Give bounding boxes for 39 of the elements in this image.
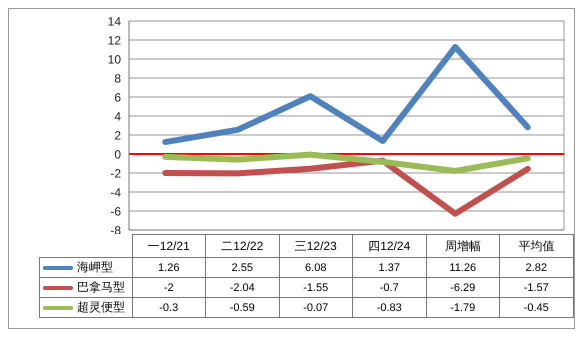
data-label: 1.26 [132,258,206,278]
data-label: -0.3 [132,298,206,318]
legend-label: 海岬型 [40,258,132,278]
y-tick-label: 0 [114,147,122,162]
data-label: -2 [132,278,206,298]
data-label: -0.7 [352,278,426,298]
data-label: 2.82 [500,258,573,278]
y-tick-label: 10 [108,52,122,66]
y-tick-label: 12 [108,33,122,48]
data-label: -0.83 [352,298,426,318]
x-tick-label: 四12/24 [352,234,426,258]
y-tick-label: 4 [114,109,122,124]
x-tick-label: 平均值 [500,234,573,258]
data-label: -6.29 [426,278,500,298]
x-tick-label: 一12/21 [132,234,206,258]
y-tick-label: 2 [114,128,122,142]
y-tick-label: -2 [110,166,122,180]
x-tick-label: 周增幅 [426,234,500,258]
data-label: 2.55 [206,258,279,278]
y-tick-label: 14 [108,14,122,28]
data-label: 1.37 [352,258,426,278]
legend-label: 巴拿马型 [40,278,132,298]
data-label: -1.57 [500,278,573,298]
data-label: -1.79 [426,298,500,318]
x-tick-label: 二12/22 [206,234,279,258]
y-tick-label: -6 [110,204,122,218]
data-label: -0.07 [279,298,352,318]
data-label: -0.59 [206,298,279,318]
x-tick-label: 三12/23 [279,234,352,258]
data-label: -2.04 [206,278,279,298]
y-tick-label: 8 [114,71,122,86]
data-label: -1.55 [279,278,352,298]
data-label: 6.08 [279,258,352,278]
y-tick-label: 6 [114,90,122,104]
y-tick-label: -8 [110,223,122,238]
data-label: -0.45 [500,298,573,318]
legend-label: 超灵便型 [40,298,132,318]
y-tick-label: -4 [110,185,122,200]
data-label: 11.26 [426,258,500,278]
